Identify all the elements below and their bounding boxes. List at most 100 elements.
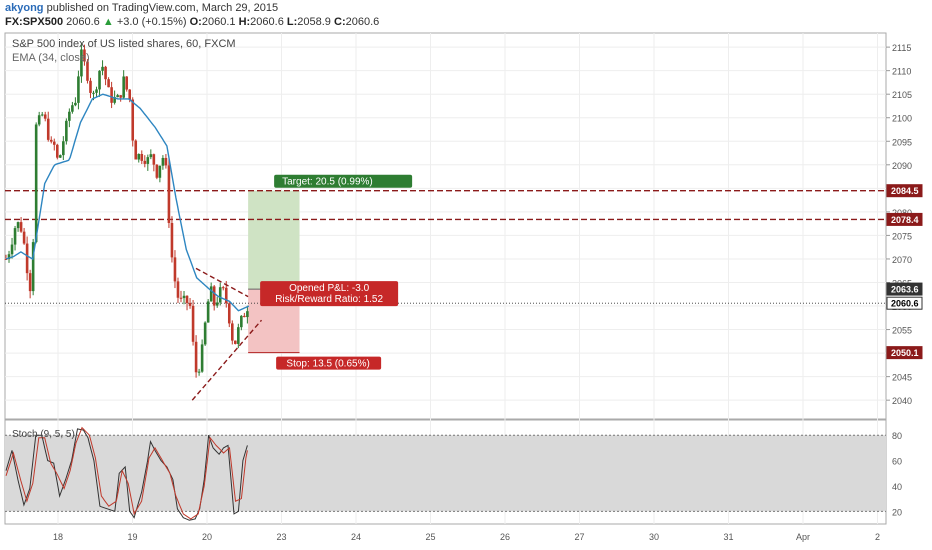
candle-body [98,70,101,90]
candle-body [206,301,210,323]
candle-body [227,303,231,324]
candle-body [34,124,38,243]
candle-body [22,231,26,244]
target-label-box [274,174,413,188]
candle-body [173,257,177,282]
x-tick-label: 20 [202,532,212,542]
published-line: akyong published on TradingView.com, Mar… [5,2,278,14]
ema-line [5,93,250,312]
candle-body [74,102,77,106]
candle-body [200,344,204,372]
candle-body [52,141,56,145]
y-tick-label: 2100 [892,114,912,124]
candle-body [164,157,168,166]
stoch-k-line [5,428,248,521]
candle-body [113,97,116,103]
candle-body [237,327,240,344]
candle-body [119,95,122,98]
x-tick-label: 24 [351,532,361,542]
open-value: 2060.1 [201,16,236,28]
candle-body [59,155,62,158]
stoch-band [5,435,886,512]
candle-body [197,371,201,373]
y-tick-label: 2055 [892,326,912,336]
candle-body [104,66,107,80]
pnl-label: Opened P&L: -3.0 [289,283,369,294]
candle-body [25,243,29,274]
candle-body [46,118,50,140]
main-pane-bg [4,32,887,420]
candle-body [137,153,141,160]
candle-body [240,315,243,328]
ema-label: EMA (34, close) [12,52,90,64]
close-value: 2060.6 [345,16,380,28]
y-tick-label: 2045 [892,373,912,383]
stoch-d-line [5,426,248,520]
candle-body [224,287,228,304]
candle-body [16,222,20,229]
change-text: +3.0 (+0.15%) [116,16,187,28]
x-tick-label: 26 [500,532,510,542]
stop-label-box [276,356,382,370]
stoch-tick-label: 80 [892,431,902,441]
y-tick-label: 2075 [892,231,912,241]
quote-line: FX:SPX500 2060.6 ▲ +3.0 (+0.15%) O:2060.… [5,16,379,28]
open-label: O: [189,16,202,28]
close-label: C: [334,16,346,28]
candle-body [134,140,138,160]
candle-body [143,160,147,164]
x-tick-label: 23 [276,532,286,542]
candle-body [122,76,125,98]
candle-body [152,154,156,165]
stoch-tick-label: 20 [892,507,902,517]
candle-body [43,114,47,119]
candle-body [182,295,186,299]
candle-body [107,79,110,88]
candle-body [215,302,219,306]
trendline [191,319,263,401]
up-arrow-icon: ▲ [102,16,114,28]
author-link[interactable]: akyong [5,2,44,14]
candle-body [140,153,144,161]
candle-body [62,141,65,156]
candle-body [128,89,132,100]
y-tick-label: 2080 [892,208,912,218]
candle-body [146,157,150,164]
y-tick-label: 2115 [892,43,911,53]
price-tag [886,296,923,310]
x-tick-label: 19 [127,532,137,542]
candle-body [65,120,68,142]
candle-body [212,286,216,306]
candle-body [95,89,98,93]
candle-body [161,157,165,166]
price-tag [886,212,923,226]
candle-body [116,95,119,98]
x-tick-label: Apr [796,532,810,542]
candle-body [234,340,237,344]
candle-body [149,154,153,158]
symbol-label[interactable]: FX:SPX500 [5,16,64,28]
candle-body [194,341,198,373]
candle-body [203,322,207,345]
price-tag-label: 2063.6 [891,285,919,295]
candle-body [125,76,128,90]
rr-label: Risk/Reward Ratio: 1.52 [275,294,383,305]
price-tag [886,184,923,198]
low-label: L: [286,16,298,28]
candle-body [86,61,89,81]
candle-body [68,111,71,121]
candle-body [40,114,44,116]
pnl-box [260,281,399,307]
price-tag-label: 2050.1 [891,348,919,358]
candle-body [31,242,35,292]
stoch-tick-label: 40 [892,482,902,492]
main-title: S&P 500 index of US listed shares, 60, F… [12,38,236,50]
candle-body [179,297,183,299]
candle-body [28,273,32,292]
stoch-title: Stoch (9, 5, 5) [12,429,75,440]
candle-body [188,302,192,306]
candle-body [176,281,180,298]
candle-body [185,295,189,303]
stop-label: Stop: 13.5 (0.65%) [286,359,369,370]
